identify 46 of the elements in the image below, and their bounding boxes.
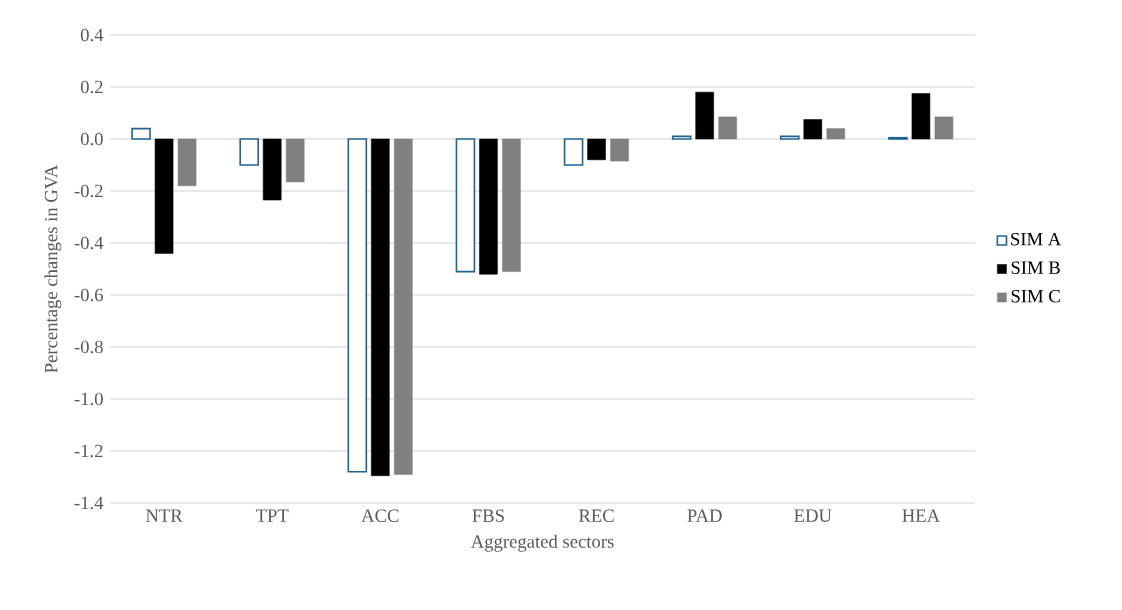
x-tick-label: PAD <box>687 509 722 522</box>
x-tick-label: HEA <box>902 509 940 522</box>
y-tick-label: -0.4 <box>74 236 104 250</box>
y-tick-label: -1.4 <box>74 496 104 510</box>
bar <box>285 138 305 183</box>
bar <box>803 119 823 140</box>
bar <box>347 138 368 473</box>
legend-label: SIM A <box>1011 232 1062 246</box>
y-tick-label: 0.2 <box>80 80 103 94</box>
y-tick-label: -1.0 <box>74 392 103 406</box>
bar <box>502 138 521 272</box>
bar <box>371 138 390 476</box>
bar <box>455 138 476 273</box>
y-tick-label: -0.8 <box>74 340 103 354</box>
bar <box>262 138 282 201</box>
bar <box>394 138 413 475</box>
bar <box>780 135 800 140</box>
bar <box>154 138 174 254</box>
y-tick-label: 0.4 <box>80 28 104 42</box>
x-tick-label: TPT <box>255 509 289 522</box>
bar <box>563 138 584 166</box>
y-tick-label: 0.0 <box>80 132 103 146</box>
bar <box>177 138 197 187</box>
x-tick-label: FBS <box>472 509 504 523</box>
x-tick-label: NTR <box>145 509 183 522</box>
bar <box>718 116 737 140</box>
bar <box>826 128 846 140</box>
bar <box>934 116 954 140</box>
x-tick-label: EDU <box>794 509 832 522</box>
y-tick-label: -0.6 <box>74 288 103 302</box>
legend-label: SIM C <box>1011 289 1060 303</box>
bar <box>587 138 606 161</box>
bar <box>479 138 498 275</box>
bar <box>131 127 151 140</box>
legend-label: SIM B <box>1011 261 1060 274</box>
bar <box>610 138 629 162</box>
x-axis-title: Aggregated sectors <box>470 534 614 552</box>
x-tick-label: ACC <box>361 509 399 523</box>
y-tick-label: -1.2 <box>74 444 103 458</box>
bar <box>911 93 931 140</box>
bar <box>671 135 692 140</box>
x-tick-label: REC <box>578 509 614 523</box>
y-tick-label: -0.2 <box>74 184 103 198</box>
bar <box>239 138 259 166</box>
y-axis-title: Percentage changes in GVA <box>44 164 62 373</box>
bar <box>695 91 714 140</box>
